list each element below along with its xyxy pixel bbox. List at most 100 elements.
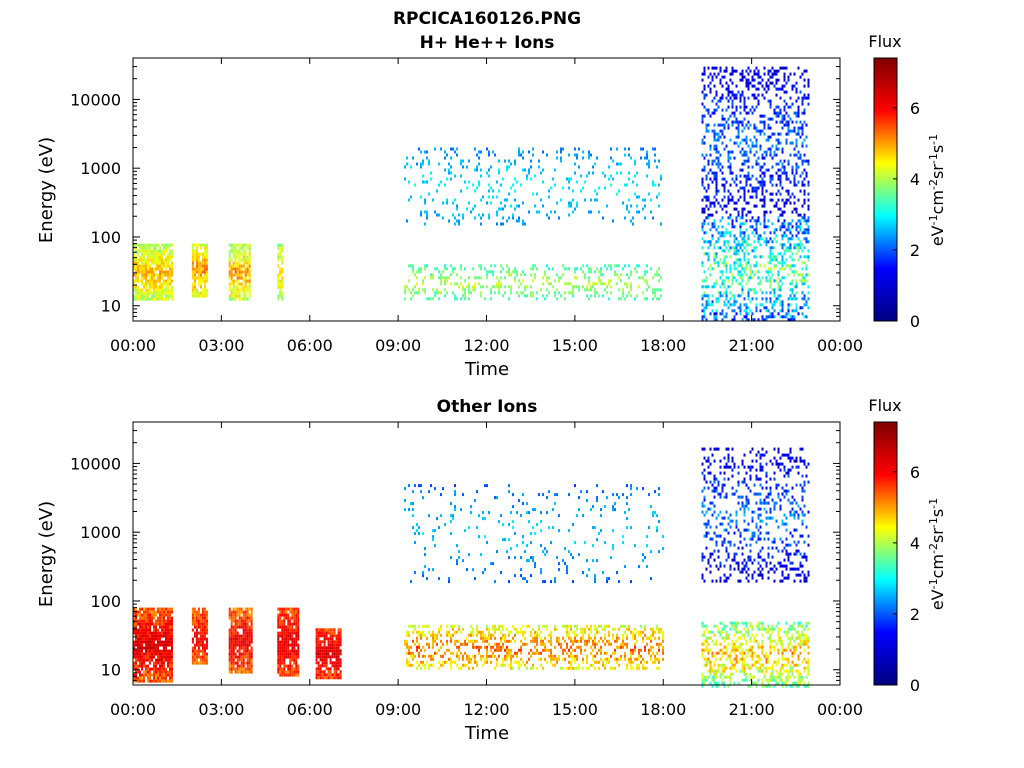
heatmap-cell [586, 174, 588, 178]
heatmap-cell [707, 123, 710, 127]
heatmap-cell [418, 645, 420, 649]
heatmap-cell [420, 165, 422, 169]
heatmap-cell [787, 312, 790, 316]
heatmap-cell [654, 183, 656, 187]
heatmap-cell [799, 213, 802, 217]
heatmap-cell [496, 210, 498, 214]
heatmap-cell [807, 306, 810, 310]
heatmap-cell [532, 267, 534, 271]
heatmap-cell [725, 144, 728, 148]
heatmap-cell [588, 288, 590, 292]
heatmap-cell [135, 664, 137, 668]
heatmap-cell [285, 643, 288, 647]
heatmap-cell [747, 312, 750, 316]
heatmap-cell [500, 624, 502, 628]
heatmap-cell [709, 144, 712, 148]
heatmap-cell [781, 309, 784, 313]
heatmap-cell [701, 72, 704, 76]
heatmap-cell [709, 312, 712, 316]
heatmap-cell [287, 673, 290, 677]
heatmap-cell [325, 667, 328, 671]
heatmap-cell [765, 279, 768, 283]
heatmap-cell [242, 288, 245, 292]
heatmap-cell [759, 174, 762, 178]
heatmap-cell [757, 99, 760, 103]
heatmap-cell [745, 123, 748, 127]
heatmap-cell [721, 261, 724, 265]
heatmap-cell [236, 273, 239, 277]
heatmap-cell [293, 649, 296, 653]
heatmap-cell [155, 243, 157, 247]
heatmap-cell [155, 658, 157, 662]
heatmap-cell [230, 643, 233, 647]
heatmap-cell [420, 633, 422, 637]
heatmap-cell [484, 633, 486, 637]
heatmap-cell [161, 282, 163, 286]
heatmap-cell [416, 660, 418, 664]
heatmap-cell [783, 267, 786, 271]
heatmap-cell [785, 90, 788, 94]
heatmap-cell [321, 628, 324, 632]
heatmap-cell [765, 237, 768, 241]
heatmap-cell [703, 291, 706, 295]
heatmap-cell [145, 634, 147, 638]
heatmap-cell [428, 162, 430, 166]
heatmap-cell [725, 315, 728, 319]
heatmap-cell [803, 138, 806, 142]
heatmap-cell [610, 174, 612, 178]
heatmap-cell [528, 651, 530, 655]
heatmap-cell [135, 297, 137, 301]
heatmap-cell [236, 270, 239, 274]
heatmap-cell [167, 664, 169, 668]
heatmap-cell [725, 231, 728, 235]
heatmap-cell [133, 649, 135, 653]
heatmap-cell [317, 652, 320, 656]
heatmap-cell [779, 168, 782, 172]
heatmap-cell [228, 294, 231, 298]
heatmap-cell [416, 645, 418, 649]
heatmap-cell [715, 108, 718, 112]
heatmap-cell [775, 144, 778, 148]
heatmap-cell [574, 207, 576, 211]
heatmap-cell [139, 664, 141, 668]
heatmap-cell [454, 642, 456, 646]
heatmap-cell [193, 631, 196, 635]
heatmap-cell [723, 189, 726, 193]
heatmap-cell [426, 216, 428, 220]
heatmap-cell [428, 663, 430, 667]
heatmap-cell [412, 651, 414, 655]
heatmap-cell [193, 619, 196, 623]
heatmap-cell [514, 651, 516, 655]
heatmap-cell [135, 616, 137, 620]
heatmap-cell [141, 679, 143, 683]
heatmap-cell [795, 162, 798, 166]
heatmap-cell [502, 660, 504, 664]
heatmap-cell [335, 646, 338, 650]
heatmap-cell [277, 664, 280, 668]
heatmap-cell [410, 624, 412, 628]
heatmap-cell [787, 225, 790, 229]
heatmap-cell [769, 300, 772, 304]
heatmap-cell [232, 246, 235, 250]
heatmap-cell [560, 159, 562, 163]
heatmap-cell [153, 661, 155, 665]
heatmap-cell [149, 610, 151, 614]
heatmap-cell [277, 282, 280, 286]
heatmap-cell [195, 252, 198, 256]
heatmap-cell [287, 646, 290, 650]
heatmap-cell [777, 105, 780, 109]
heatmap-cell [337, 658, 340, 662]
heatmap-cell [199, 261, 202, 265]
heatmap-cell [590, 624, 592, 628]
heatmap-cell [781, 66, 784, 70]
heatmap-cell [234, 631, 237, 635]
heatmap-cell [634, 162, 636, 166]
heatmap-cell [745, 240, 748, 244]
heatmap-cell [522, 222, 524, 226]
heatmap-cell [482, 639, 484, 643]
heatmap-cell [729, 213, 732, 217]
heatmap-cell [191, 652, 194, 656]
heatmap-cell [230, 273, 233, 277]
heatmap-cell [145, 294, 147, 298]
heatmap-cell [135, 661, 137, 665]
